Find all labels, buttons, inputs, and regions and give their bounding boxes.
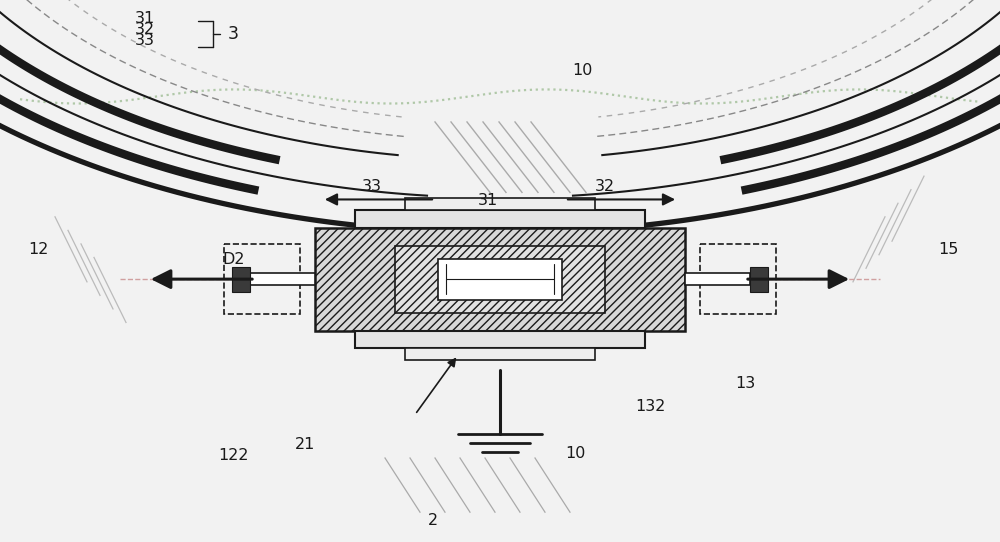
Bar [685,273,750,285]
Text: 3: 3 [228,24,239,43]
Text: 10: 10 [565,446,585,461]
Text: 10: 10 [572,63,592,78]
Bar [355,331,645,348]
Bar [700,244,776,314]
Text: 31: 31 [135,11,155,27]
Bar [315,228,685,331]
Bar [395,246,605,313]
Bar [405,348,595,360]
Bar [750,267,768,292]
Text: 33: 33 [362,179,382,195]
Bar [355,210,645,228]
Bar [232,267,250,292]
Text: 32: 32 [135,22,155,37]
Text: 21: 21 [295,437,315,452]
Text: 132: 132 [635,399,665,414]
Bar [224,244,300,314]
Text: 122: 122 [218,448,248,463]
Text: 15: 15 [938,242,958,257]
Bar [405,198,595,210]
Text: 31: 31 [478,193,498,208]
Text: 32: 32 [595,179,615,195]
Text: D2: D2 [222,253,244,268]
Bar [250,273,315,285]
Bar [438,259,562,300]
Text: 33: 33 [135,33,155,48]
Text: 12: 12 [28,242,48,257]
Text: 13: 13 [735,376,755,391]
Text: 2: 2 [428,513,438,528]
